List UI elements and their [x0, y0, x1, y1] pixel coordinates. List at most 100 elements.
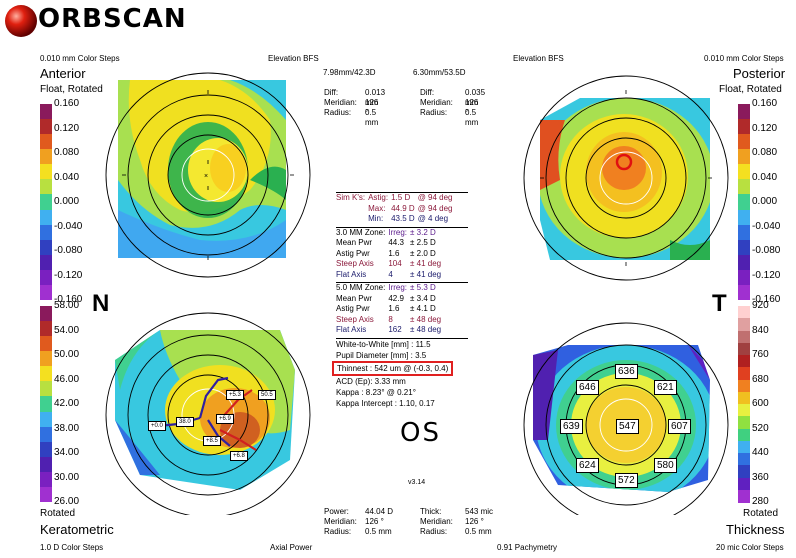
keratometric-color-scale: 58.00 54.00 50.00 46.00 42.00 38.00 34.00 30.00…	[40, 301, 100, 507]
keratometric-title: Keratometric	[40, 522, 114, 537]
scale-swatch	[40, 456, 52, 473]
posterior-title: Posterior	[733, 66, 786, 81]
scale-label: 0.120	[752, 122, 778, 134]
keratometric-map[interactable]	[100, 300, 325, 515]
version-label: v3.14	[408, 479, 426, 486]
thickness-point-temporal: 607	[668, 419, 691, 434]
posterior-steps-label: 0.010 mm Color Steps	[704, 54, 784, 63]
anterior-elevation-map[interactable]: ×	[100, 60, 320, 290]
scale-label: -0.120	[752, 269, 781, 281]
thickness-point-inferior: 572	[615, 473, 638, 488]
thickness-color-scale: 920 840 760 680 600 520 440 360 280	[738, 301, 796, 507]
scale-label: 0.080	[54, 147, 80, 158]
scale-label: -0.160	[752, 294, 781, 305]
anterior-subtitle: Float, Rotated	[40, 84, 103, 95]
scale-swatch	[738, 179, 750, 195]
eye-label: OS	[400, 418, 441, 448]
scale-swatch	[40, 134, 52, 150]
scale-swatch	[738, 489, 750, 503]
scale-swatch	[738, 149, 750, 165]
thickness-title: Thickness	[726, 522, 785, 537]
scale-swatch	[40, 336, 52, 352]
scale-swatch	[738, 318, 750, 331]
thickness-map-label: 0.91 Pachymetry	[497, 543, 558, 552]
thick-block: Thick: 543 mic Meridian: 126 ° Radius: 0.5 …	[420, 507, 494, 536]
scale-swatch	[738, 404, 750, 417]
scale-label: 840	[752, 324, 769, 336]
scale-label: -0.080	[752, 245, 781, 256]
thickness-point-superior: 636	[615, 364, 638, 379]
scale-label: 280	[752, 496, 769, 507]
kera-mark-5: +6.9	[216, 414, 234, 424]
scale-swatch	[738, 379, 750, 393]
thinnest-point: Thinnest : 542 um @ (-0.3, 0.4)	[332, 360, 454, 376]
anterior-diff-block: Diff: 0.013 mm Meridian: 126 ° Radius: 0.5 …	[324, 88, 386, 127]
scale-swatch	[738, 164, 750, 180]
kera-mark-7: +6.8	[230, 451, 248, 461]
scale-swatch	[738, 391, 750, 405]
posterior-diff-block: Diff: 0.035 mm Meridian: 126 ° Radius: 0.5 …	[420, 88, 486, 127]
zone3-table: 3.0 MM Zone: Irreg: ± 3.2 D Mean Pwr 44.3 ± …	[336, 227, 442, 279]
scale-label: 440	[752, 447, 769, 458]
scale-label: 0.040	[752, 171, 778, 183]
anterior-bfs: 7.98mm/42.3D	[323, 68, 376, 77]
thickness-point-inferonasal: 624	[576, 458, 599, 473]
scale-swatch	[40, 179, 52, 195]
scale-label: 38.00	[54, 422, 80, 434]
scale-swatch	[40, 486, 52, 503]
thickness-point-nasal: 639	[560, 419, 583, 434]
anterior-title: Anterior	[40, 66, 86, 81]
scale-swatch	[738, 355, 750, 368]
scale-swatch	[738, 119, 750, 135]
white-to-white: White-to-White [mm] : 11.5	[336, 339, 431, 349]
scale-swatch	[738, 224, 750, 241]
kappa: Kappa : 8.23° @ 0.21°	[336, 387, 416, 397]
keratometric-map-label: Axial Power	[270, 543, 313, 552]
posterior-bfs: 6.30mm/53.5D	[413, 68, 466, 77]
posterior-elevation-map[interactable]	[520, 60, 740, 290]
scale-label: -0.040	[54, 220, 83, 232]
scale-label: 26.00	[54, 496, 80, 507]
scale-swatch	[40, 306, 52, 322]
kera-mark-2: 50.5	[258, 390, 276, 400]
scale-swatch	[40, 149, 52, 165]
scale-label: 520	[752, 422, 769, 434]
scale-swatch	[40, 119, 52, 135]
scale-label: -0.040	[752, 220, 781, 232]
scale-label: 760	[752, 349, 769, 360]
scale-swatch	[40, 194, 52, 211]
scale-swatch	[738, 284, 750, 301]
scale-label: 0.120	[54, 122, 80, 134]
thickness-point-superotemporal: 621	[654, 380, 677, 395]
scale-label: -0.080	[54, 245, 83, 256]
scale-swatch	[738, 342, 750, 356]
scale-swatch	[738, 306, 750, 319]
kera-mark-3: 38.0	[176, 417, 194, 427]
scale-swatch	[738, 428, 750, 442]
scale-label: 58.00	[54, 300, 80, 311]
scale-swatch	[738, 194, 750, 211]
nasal-marker: N	[92, 290, 110, 317]
scale-label: 0.160	[54, 98, 80, 109]
scale-swatch	[738, 477, 750, 491]
simk-table: Sim K's: Astig: 1.5 D @ 94 deg Max: 44.9 D @ …	[336, 193, 453, 223]
keratometric-steps-label: 1.0 D Color Steps	[40, 543, 104, 552]
posterior-map-label: Elevation BFS	[513, 54, 564, 63]
anterior-color-scale: 0.160 0.120 0.080 0.040 0.000 -0.040 -0.080 -0.…	[40, 99, 100, 305]
scale-label: 920	[752, 300, 769, 311]
scale-swatch	[40, 321, 52, 337]
scale-label: 30.00	[54, 471, 80, 483]
scale-swatch	[738, 465, 750, 478]
scale-swatch	[40, 441, 52, 458]
scale-label: 46.00	[54, 373, 80, 385]
scale-swatch	[738, 330, 750, 344]
thickness-point-inferotemporal: 580	[654, 458, 677, 473]
scale-swatch	[738, 239, 750, 256]
scale-swatch	[40, 239, 52, 256]
scale-swatch	[40, 426, 52, 443]
posterior-color-scale: 0.160 0.120 0.080 0.040 0.000 -0.040 -0.080 -0.…	[738, 99, 796, 305]
scale-swatch	[738, 254, 750, 271]
kappa-intercept: Kappa Intercept : 1.10, 0.17	[336, 398, 435, 408]
scale-swatch	[738, 209, 750, 226]
acd: ACD (Ep): 3.33 mm	[336, 376, 406, 386]
